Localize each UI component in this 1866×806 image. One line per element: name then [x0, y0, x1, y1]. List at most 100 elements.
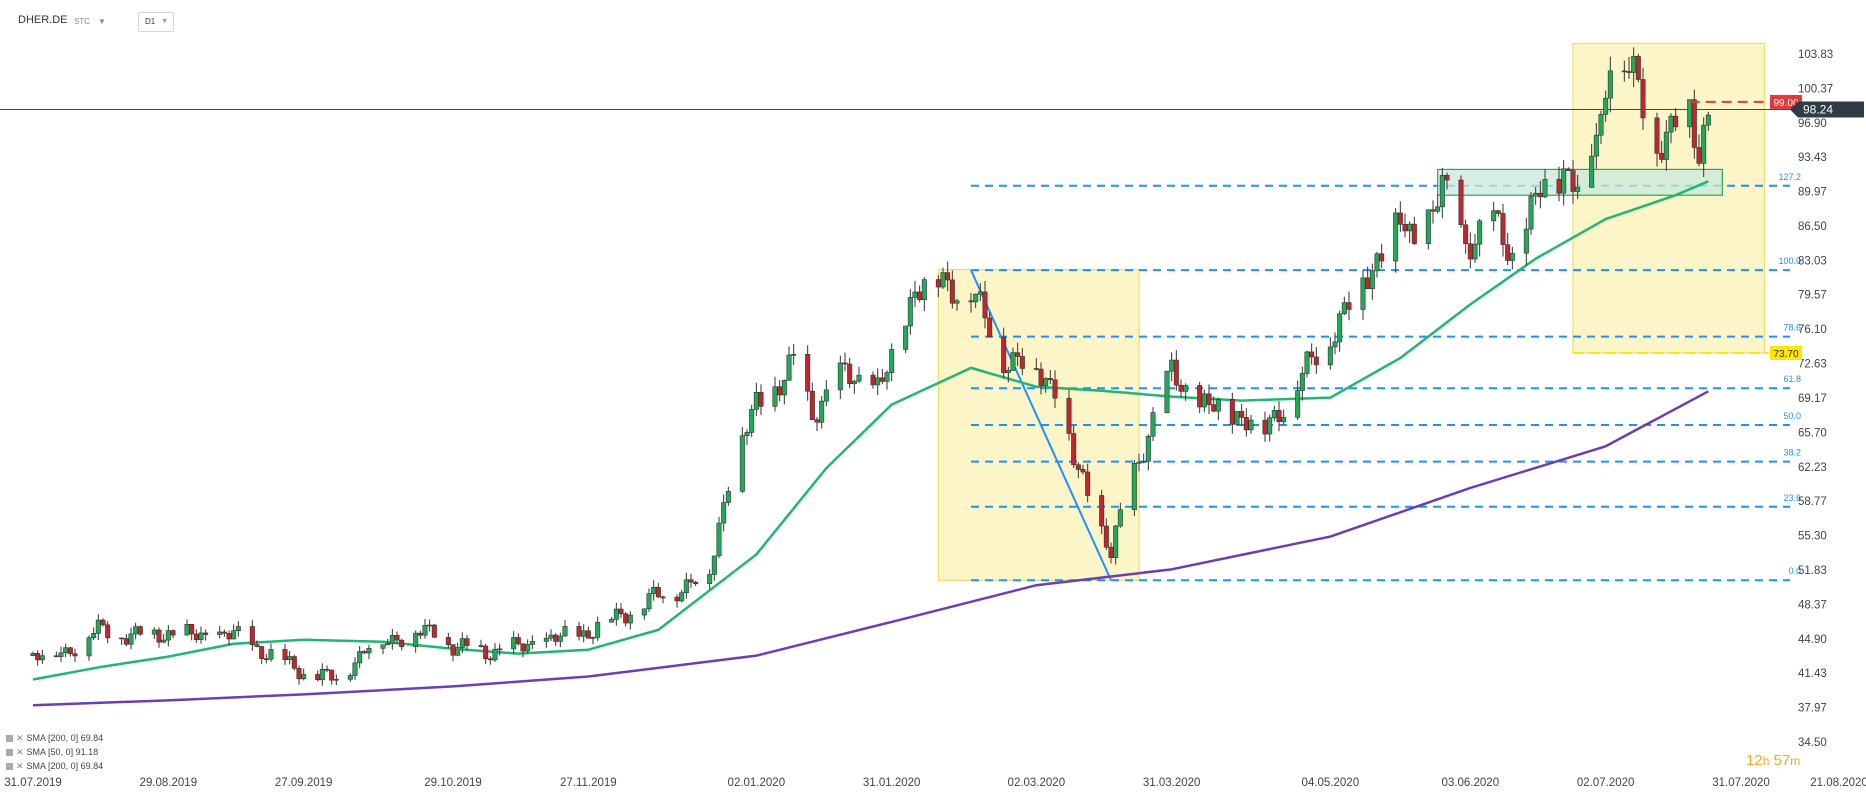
candle-body — [1411, 223, 1417, 244]
candle-up — [954, 298, 960, 311]
candle-body — [781, 380, 787, 396]
candle-up — [1435, 194, 1441, 214]
candle-body — [1458, 179, 1464, 226]
candle-body — [819, 400, 825, 423]
candle-down — [1635, 53, 1641, 83]
candle-up — [184, 619, 190, 636]
close-icon[interactable]: ✕ — [16, 733, 24, 743]
candle-down — [1397, 201, 1403, 233]
candle-up — [856, 366, 862, 384]
candle-up — [1491, 201, 1497, 232]
indicator-settings-icon[interactable] — [6, 749, 13, 756]
candle-down — [1570, 160, 1576, 204]
legend-item-sma50[interactable]: ✕ SMA [50, 0] 91.18 — [6, 746, 98, 758]
candle-body — [324, 668, 330, 671]
candle-up — [287, 650, 293, 665]
fib-level-label: 127.2 — [1778, 172, 1801, 182]
candle-up — [357, 646, 363, 669]
candle-up — [581, 624, 587, 643]
candle-body — [422, 624, 428, 636]
source-label[interactable]: STC — [74, 17, 90, 26]
candle-body — [30, 653, 36, 656]
candle-down — [291, 654, 297, 671]
current-price-text: 98.24 — [1803, 102, 1833, 116]
candle-body — [711, 555, 717, 575]
timeframe-select[interactable]: D1 ▼ — [138, 12, 174, 32]
candle-body — [1141, 460, 1147, 463]
candle-down — [203, 629, 209, 641]
close-icon[interactable]: ✕ — [16, 761, 24, 771]
candle-body — [1631, 56, 1637, 73]
alert-tag-red-text: 99.00 — [1773, 98, 1798, 109]
candle-body — [291, 656, 297, 669]
candle-body — [683, 579, 689, 594]
candle-down — [1467, 232, 1473, 269]
candle-body — [128, 633, 134, 645]
candle-body — [1691, 99, 1697, 148]
source-dropdown-icon[interactable]: ▼ — [98, 17, 106, 26]
candle-up — [884, 370, 890, 390]
candle-up — [319, 663, 325, 686]
candle-up — [875, 368, 881, 396]
candle-down — [1313, 346, 1319, 374]
candle-body — [903, 325, 909, 350]
candle-body — [1528, 195, 1534, 230]
candle-down — [1243, 408, 1249, 437]
candle-down — [450, 644, 456, 662]
candle-up — [903, 325, 909, 354]
symbol-label[interactable]: DHER.DE — [18, 14, 68, 26]
candle-body — [837, 362, 843, 391]
candle-down — [987, 312, 993, 338]
candle-body — [660, 596, 666, 599]
candle-down — [1071, 425, 1077, 468]
candle-body — [1173, 359, 1179, 386]
candle-body — [917, 291, 923, 301]
candle-body — [1365, 277, 1371, 289]
indicator-settings-icon[interactable] — [6, 763, 13, 770]
candle-up — [217, 625, 223, 639]
candle-up — [1425, 209, 1431, 250]
candle-down — [777, 380, 783, 402]
candle-down — [105, 621, 111, 644]
candle-up — [1201, 389, 1207, 413]
candle-body — [151, 629, 157, 635]
candle-up — [1215, 397, 1221, 421]
candle-up — [1169, 352, 1175, 382]
candle-body — [1276, 410, 1282, 423]
candle-body — [63, 647, 69, 654]
candle-body — [1393, 212, 1399, 262]
candle-up — [133, 622, 139, 640]
candle-body — [413, 632, 419, 647]
indicator-settings-icon[interactable] — [6, 735, 13, 742]
candle-down — [693, 580, 699, 587]
close-icon[interactable]: ✕ — [16, 747, 24, 757]
candle-body — [562, 626, 568, 637]
legend-item-sma200-b[interactable]: ✕ SMA [200, 0] 69.84 — [6, 760, 103, 772]
candle-up — [511, 631, 517, 655]
candle-up — [1131, 459, 1137, 517]
candle-down — [1047, 370, 1053, 385]
candle-body — [1131, 463, 1137, 510]
x-tick-label: 27.09.2019 — [275, 777, 333, 789]
candle-body — [235, 626, 241, 631]
candle-body — [814, 419, 820, 423]
candle-down — [1444, 172, 1450, 190]
candle-up — [91, 627, 97, 641]
candle-up — [1528, 191, 1534, 235]
y-tick-label: 86.50 — [1798, 221, 1827, 233]
candle-up — [683, 572, 689, 599]
candle-body — [1701, 124, 1707, 164]
candle-body — [1099, 495, 1105, 527]
candle-body — [921, 279, 927, 301]
candle-up — [679, 589, 685, 603]
candle-body — [884, 372, 890, 382]
candle-body — [739, 435, 745, 492]
candle-body — [455, 647, 461, 656]
candle-down — [67, 646, 73, 657]
candle-up — [352, 657, 358, 680]
legend-item-sma200[interactable]: ✕ SMA [200, 0] 69.84 — [6, 732, 103, 744]
candle-body — [1117, 509, 1123, 527]
candle-body — [431, 624, 437, 638]
candle-body — [1015, 352, 1021, 357]
